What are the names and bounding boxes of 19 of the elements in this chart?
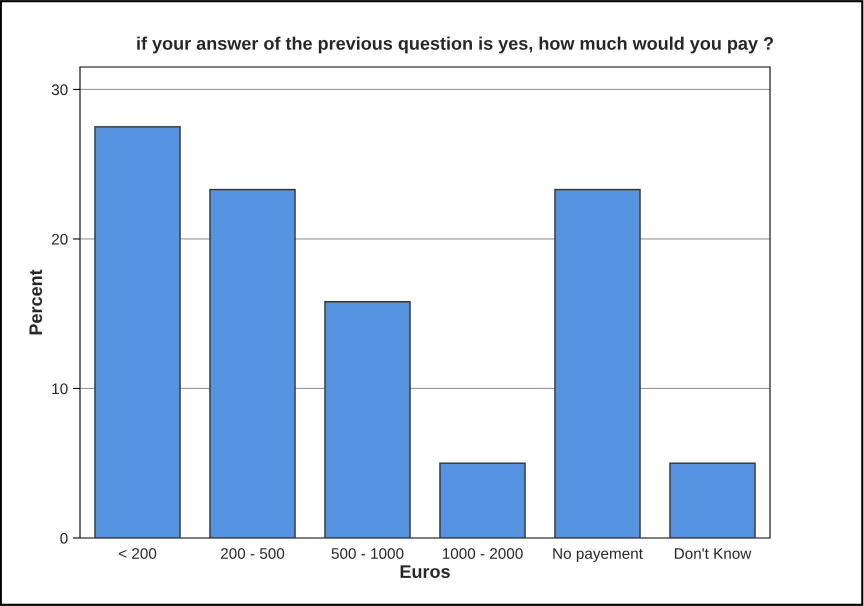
- x-axis-title: Euros: [400, 565, 450, 578]
- bar: [94, 126, 181, 538]
- x-tick-label: 200 - 500: [220, 548, 284, 559]
- y-tick-label: 10: [52, 383, 68, 394]
- chart-title: if your answer of the previous question is yes, how much would you pay ?: [137, 36, 774, 54]
- x-tick-label: No payement: [553, 548, 643, 562]
- x-tick-label: Don't Know: [674, 548, 752, 559]
- bar: [554, 188, 641, 538]
- y-tick-label: 30: [52, 84, 68, 96]
- y-tick-label: 20: [52, 234, 68, 245]
- x-tick-label: 1000 - 2000: [442, 548, 523, 559]
- y-axis-title: Percent: [29, 270, 42, 334]
- bar: [324, 301, 411, 538]
- bar: [439, 462, 526, 538]
- x-tick-label: < 200: [118, 548, 156, 559]
- x-tick-label: 500 - 1000: [332, 548, 404, 559]
- bar: [669, 462, 756, 538]
- bar: [209, 188, 296, 538]
- y-tick-label: 0: [60, 532, 68, 544]
